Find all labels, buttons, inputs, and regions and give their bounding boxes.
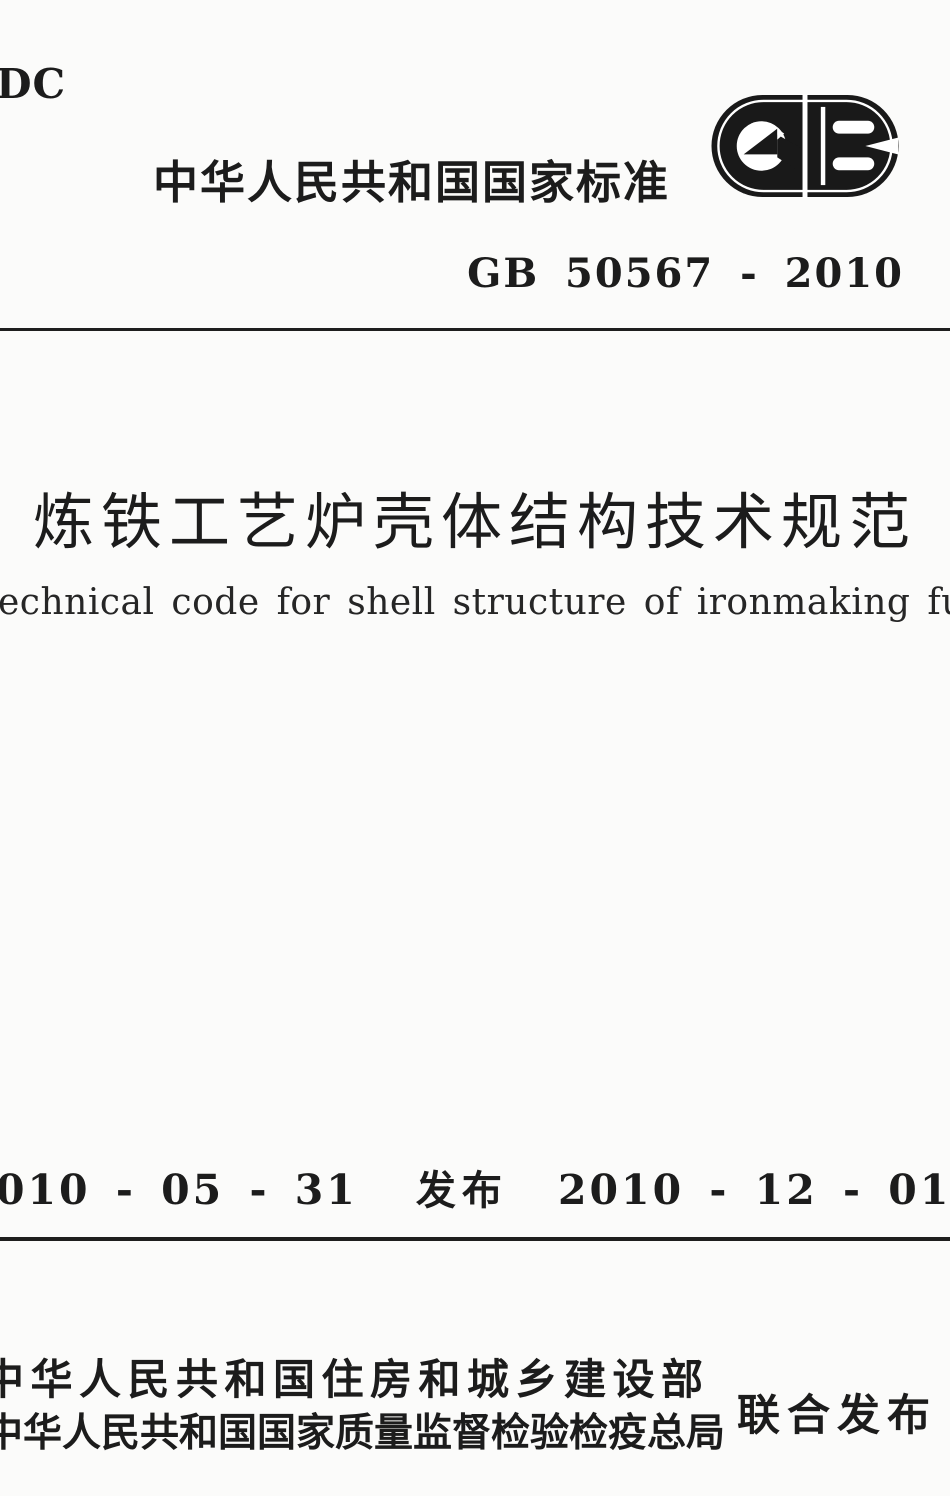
- date-row: 010 - 05 - 31 发布 2010 - 12 - 01 实施: [0, 1158, 950, 1214]
- issue-date: 010 - 05 - 31: [0, 1166, 358, 1214]
- udc-label: DC: [0, 60, 67, 108]
- top-divider-line: [0, 328, 950, 331]
- title-english: echnical code for shell structure of iro…: [0, 582, 950, 623]
- implement-date: 2010 - 12 - 01: [558, 1166, 950, 1214]
- bottom-divider-line: [0, 1237, 950, 1241]
- gb-standard-logo-icon: [711, 94, 899, 198]
- title-chinese: 炼铁工艺炉壳体结构技术规范: [32, 487, 917, 558]
- implement-date-group: 2010 - 12 - 01 实施: [558, 1158, 950, 1216]
- publisher-line-1: 中华人民共和国住房和城乡建设部: [0, 1355, 710, 1404]
- standard-number: GB 50567 - 2010: [467, 250, 904, 297]
- national-standard-heading: 中华人民共和国国家标准: [153, 156, 671, 209]
- joint-issue-label: 联合发布: [737, 1391, 937, 1441]
- issue-label: 发布: [415, 1168, 508, 1214]
- issue-date-group: 010 - 05 - 31 发布: [0, 1158, 508, 1216]
- publisher-line-2: 中华人民共和国国家质量监督检验检疫总局: [0, 1411, 726, 1456]
